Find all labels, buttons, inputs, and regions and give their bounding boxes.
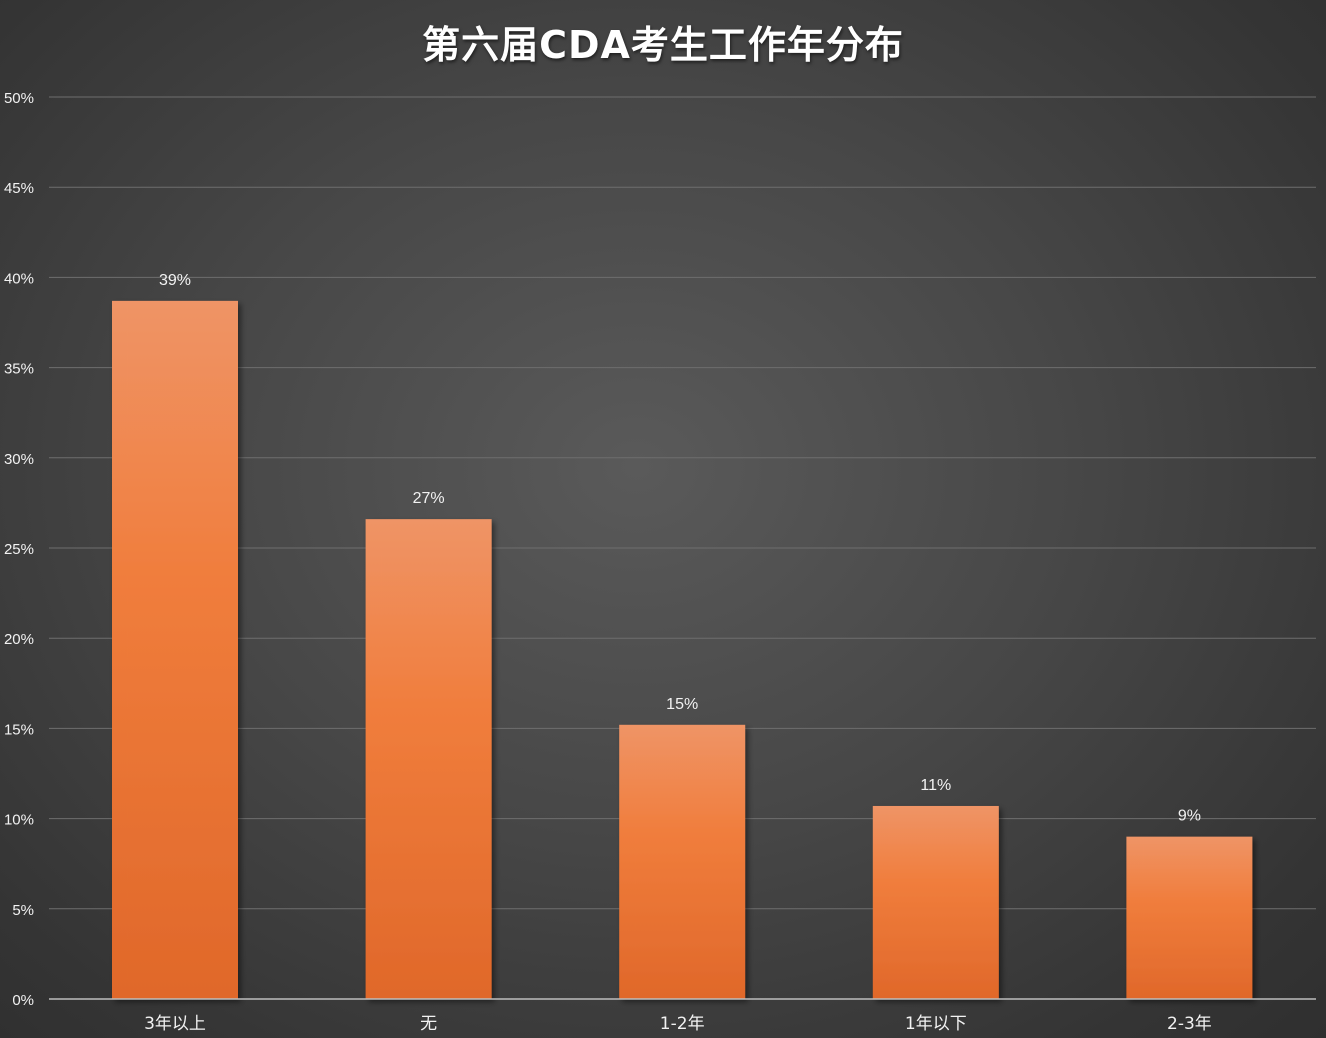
y-tick-label: 10% — [4, 812, 34, 829]
y-tick-label: 45% — [4, 180, 34, 197]
bar — [619, 724, 746, 999]
x-category-label: 1年以下 — [905, 1014, 967, 1034]
data-label: 15% — [666, 696, 698, 713]
y-tick-label: 40% — [4, 270, 34, 287]
y-tick-label: 25% — [4, 541, 34, 558]
y-tick-label: 35% — [4, 361, 34, 378]
bars — [112, 300, 1253, 999]
x-category-label: 1-2年 — [660, 1014, 705, 1034]
data-label: 39% — [159, 272, 191, 289]
chart-title: 第六届CDA考生工作年分布 — [422, 23, 904, 67]
y-axis-tick-labels: 0% 5% 10% 15% 20% 25% 30% 35% 40% 45% 50% — [4, 90, 34, 1009]
y-tick-label: 20% — [4, 631, 34, 648]
bar — [1126, 836, 1253, 999]
x-axis-category-labels: 3年以上 无 1-2年 1年以下 2-3年 — [144, 1014, 1212, 1034]
data-labels: 39% 27% 15% 11% 9% — [159, 272, 1201, 825]
y-tick-label: 5% — [12, 902, 34, 919]
data-label: 9% — [1178, 808, 1201, 825]
y-tick-label: 30% — [4, 451, 34, 468]
x-category-label: 3年以上 — [144, 1014, 206, 1034]
y-tick-label: 50% — [4, 90, 34, 107]
y-tick-label: 15% — [4, 721, 34, 738]
x-category-label: 无 — [420, 1014, 437, 1034]
bar — [872, 805, 999, 999]
data-label: 11% — [920, 777, 951, 794]
bar — [365, 519, 492, 999]
x-category-label: 2-3年 — [1167, 1014, 1212, 1034]
bar — [112, 300, 238, 999]
data-label: 27% — [413, 490, 445, 507]
y-tick-label: 0% — [12, 992, 34, 1009]
